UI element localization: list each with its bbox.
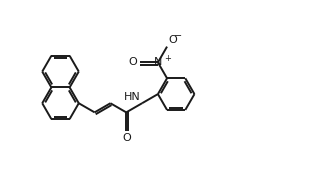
Text: HN: HN (124, 91, 140, 102)
Text: O: O (129, 58, 137, 67)
Text: +: + (164, 54, 171, 63)
Text: N: N (154, 58, 162, 67)
Text: O: O (169, 35, 178, 45)
Text: −: − (174, 31, 182, 41)
Text: O: O (122, 133, 130, 143)
